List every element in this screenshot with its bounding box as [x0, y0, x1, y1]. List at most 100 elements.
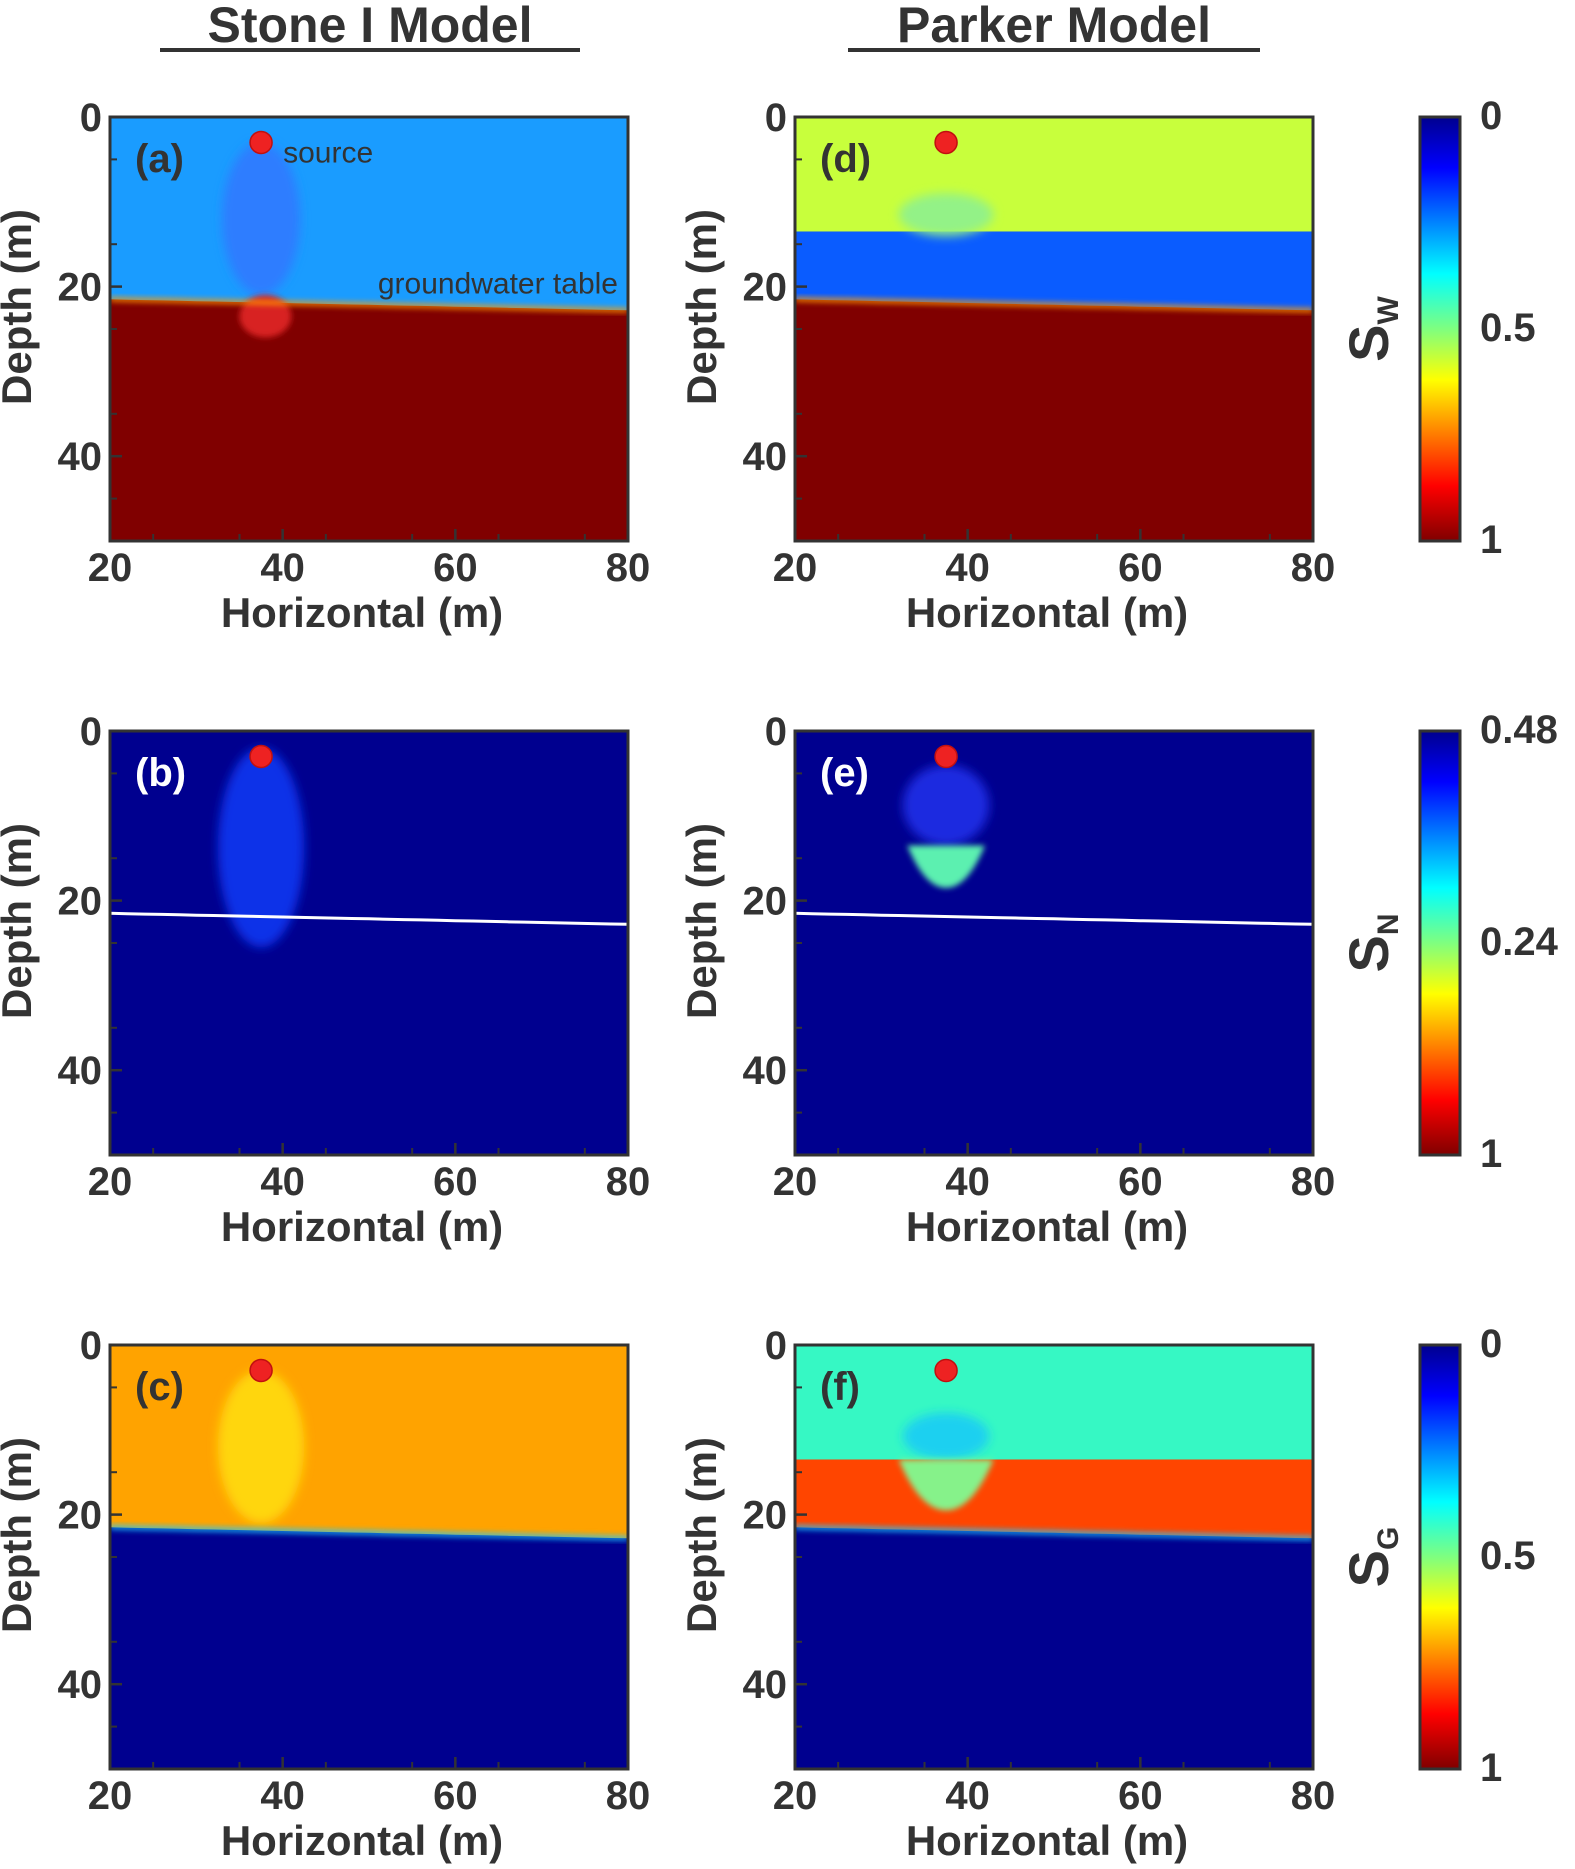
x-axis-title: Horizontal (m) [221, 1203, 503, 1250]
x-tick-label: 20 [773, 546, 818, 590]
table-transition [795, 297, 1313, 313]
x-axis-title: Horizontal (m) [221, 1817, 503, 1864]
column-title-parker: Parker Model [897, 0, 1211, 53]
x-tick-label: 80 [606, 546, 651, 590]
y-tick-label: 20 [743, 266, 788, 310]
colorbar-title: SW [1337, 295, 1405, 361]
y-axis-title: Depth (m) [678, 1437, 725, 1633]
capillary-layer [795, 231, 1313, 311]
x-axis-title: Horizontal (m) [906, 1817, 1188, 1864]
x-axis-title: Horizontal (m) [221, 589, 503, 636]
x-axis-title: Horizontal (m) [906, 1203, 1188, 1250]
y-tick-label: 0 [765, 96, 787, 140]
source-marker [934, 130, 958, 155]
plume [902, 764, 990, 846]
y-tick-label: 0 [765, 1324, 787, 1368]
source-marker [934, 1358, 958, 1383]
y-tick-label: 0 [80, 96, 102, 140]
y-tick-label: 40 [58, 1663, 103, 1707]
x-tick-label: 20 [773, 1774, 818, 1818]
top-layer [795, 1345, 1313, 1460]
colorbar-g: 0 0.5 1 SG [1337, 1322, 1536, 1790]
colorbar-tick-label: 0.24 [1480, 920, 1559, 964]
plume-bulb [907, 845, 985, 888]
y-tick-label: 40 [743, 1049, 788, 1093]
colorbar-tick-label: 0.5 [1480, 1534, 1536, 1578]
source-annotation: source [283, 136, 373, 169]
plume [217, 747, 305, 948]
y-axis-title: Depth (m) [678, 823, 725, 1019]
heatmap-field [795, 1345, 1313, 1769]
source-marker [934, 744, 958, 769]
y-axis-title: Depth (m) [0, 823, 40, 1019]
x-tick-label: 40 [945, 1774, 990, 1818]
colorbar-title: SN [1337, 913, 1405, 972]
colorbar-tick-label: 0 [1480, 1322, 1502, 1366]
y-tick-label: 20 [743, 880, 788, 924]
plume [898, 193, 994, 236]
source-marker [249, 744, 273, 769]
y-tick-label: 0 [80, 1324, 102, 1368]
colorbar-tick-label: 0 [1480, 94, 1502, 138]
x-tick-label: 60 [1118, 1160, 1163, 1204]
x-tick-label: 80 [606, 1774, 651, 1818]
x-tick-label: 20 [88, 546, 133, 590]
capillary-layer [795, 1459, 1313, 1539]
source-marker [249, 1358, 273, 1383]
x-tick-label: 40 [260, 1160, 305, 1204]
y-axis-title: Depth (m) [678, 209, 725, 405]
table-transition [110, 297, 628, 313]
x-tick-label: 40 [945, 1160, 990, 1204]
x-tick-label: 40 [945, 546, 990, 590]
panel-label: (b) [135, 751, 186, 795]
x-tick-label: 80 [1291, 1160, 1336, 1204]
heatmap-field [110, 1345, 628, 1769]
x-tick-label: 60 [433, 546, 478, 590]
colorbar-n: 0.48 0.24 1 SN [1337, 708, 1559, 1176]
x-tick-label: 60 [1118, 546, 1163, 590]
heatmap-field [795, 731, 1313, 1155]
top-layer [795, 117, 1313, 232]
y-tick-label: 40 [58, 1049, 103, 1093]
x-tick-label: 80 [1291, 546, 1336, 590]
heatmap-field [110, 117, 628, 541]
y-tick-label: 40 [58, 435, 103, 479]
x-tick-label: 40 [260, 1774, 305, 1818]
x-tick-label: 60 [433, 1160, 478, 1204]
axes: 20 40 60 80 0 20 40 [58, 710, 651, 1204]
x-axis-title: Horizontal (m) [906, 589, 1188, 636]
plume [222, 142, 300, 296]
x-tick-label: 60 [1118, 1774, 1163, 1818]
y-axis-title: Depth (m) [0, 1437, 40, 1633]
axes: 20 40 60 80 0 20 40 [58, 96, 651, 590]
y-tick-label: 20 [58, 880, 103, 924]
plume [217, 1370, 305, 1524]
panel-label: (e) [820, 751, 869, 795]
plume-lobe [239, 295, 292, 338]
panel-label: (c) [135, 1365, 184, 1409]
column-title-stone: Stone I Model [208, 0, 533, 53]
panel-label: (d) [820, 137, 871, 181]
x-tick-label: 20 [88, 1774, 133, 1818]
colorbar-w: 0 0.5 1 SW [1337, 94, 1536, 562]
table-transition [110, 1525, 628, 1541]
colorbar-tick-label: 0.48 [1480, 708, 1558, 752]
axes: 20 40 60 80 0 20 40 [743, 710, 1336, 1204]
heatmap-field [110, 731, 628, 1155]
x-tick-label: 80 [606, 1160, 651, 1204]
groundwater-table-line [795, 911, 1313, 926]
colorbar-gradient [1418, 729, 1462, 1157]
source-marker [249, 130, 273, 155]
x-tick-label: 60 [433, 1774, 478, 1818]
y-tick-label: 40 [743, 435, 788, 479]
unsaturated-zone [110, 1345, 628, 1539]
colorbar-title: SG [1337, 1527, 1405, 1588]
field-background [110, 731, 628, 1155]
